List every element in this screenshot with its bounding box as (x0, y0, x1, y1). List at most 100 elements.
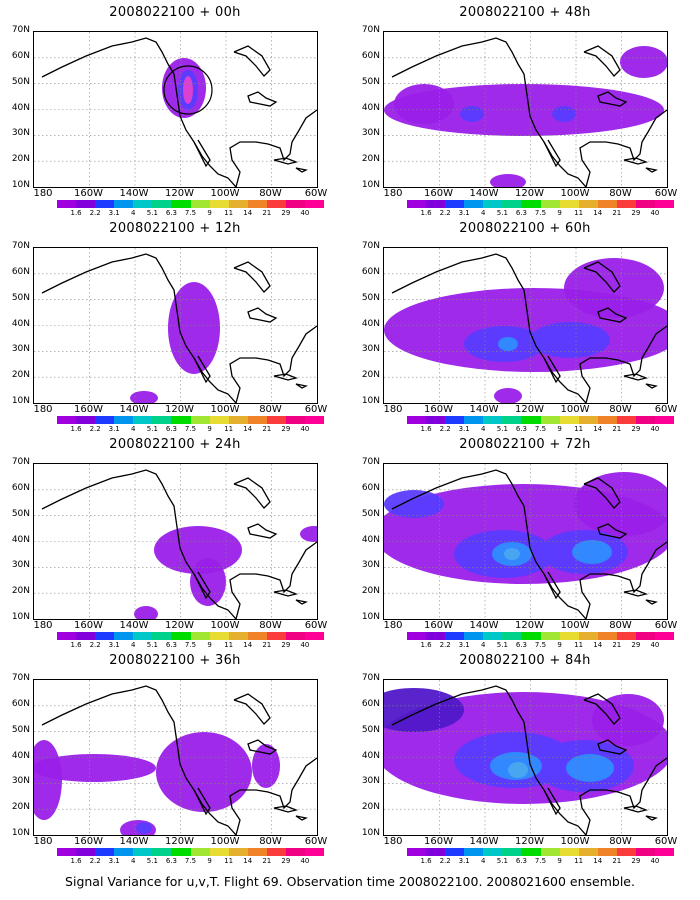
coastline (233, 261, 271, 293)
colorbar-swatch (247, 632, 267, 640)
colorbar-swatch (597, 416, 617, 424)
latitude-label: 60N (361, 266, 380, 277)
colorbar-swatch (616, 200, 636, 208)
colorbar-label: 40 (300, 209, 310, 217)
colorbar-label: 21 (262, 857, 272, 865)
map-panel: 2008022100 + 00h 70N 60N 50N 40N 30N 20N 10N 180… (0, 0, 350, 217)
coastline (229, 757, 317, 835)
coastline (543, 571, 561, 600)
colorbar-label: 11 (574, 209, 584, 217)
coastline (391, 685, 587, 835)
colorbar-swatch (95, 416, 115, 424)
colorbar-swatch (521, 416, 541, 424)
latitude-label: 60N (11, 266, 30, 277)
colorbar-label: 3.1 (458, 641, 470, 649)
colorbar-label: 14 (593, 641, 603, 649)
latitude-label: 70N (11, 673, 30, 683)
colorbar-swatch (521, 200, 541, 208)
variance-contour (620, 46, 667, 78)
longitude-label: 160W (74, 404, 103, 415)
colorbar-label: 5.1 (146, 209, 158, 217)
latitude-label: 20N (11, 370, 30, 381)
variance-contour (34, 754, 156, 782)
variance-map (384, 32, 667, 187)
colorbar-swatch (133, 632, 153, 640)
colorbar-swatch (152, 416, 172, 424)
coastline (623, 805, 658, 821)
colorbar-swatch (540, 848, 560, 856)
variance-contour (300, 526, 317, 542)
latitude-label: 20N (361, 154, 380, 165)
colorbar-swatch (445, 416, 465, 424)
colorbar-label: 21 (612, 857, 622, 865)
colorbar-swatch (114, 632, 134, 640)
coastline (623, 373, 658, 389)
colorbar-swatch (114, 200, 134, 208)
latitude-label: 40N (361, 102, 380, 113)
colorbar-label: 1.6 (420, 209, 432, 217)
variance-map (34, 32, 317, 187)
colorbar-label: 14 (243, 641, 253, 649)
colorbar-label: 21 (612, 425, 622, 433)
colorbar-swatch (228, 848, 248, 856)
colorbar-swatch (266, 848, 286, 856)
colorbar-label: 6.3 (165, 209, 177, 217)
latitude-label: 60N (11, 482, 30, 493)
longitude-label: 60W (654, 404, 678, 415)
longitude-label: 100W (560, 404, 590, 415)
colorbar-swatch (616, 848, 636, 856)
longitude-label: 60W (654, 188, 678, 199)
colorbar-label: 40 (300, 641, 310, 649)
colorbar-label: 5.1 (146, 425, 158, 433)
coastline (193, 787, 211, 816)
colorbar-swatch (407, 632, 427, 640)
colorbar-swatch (426, 632, 446, 640)
longitude-label: 60W (654, 836, 678, 847)
colorbar-label: 11 (224, 209, 234, 217)
variance-map (384, 680, 667, 835)
colorbar-swatch (655, 200, 675, 208)
longitude-label: 160W (424, 188, 453, 199)
latitude-label: 50N (11, 76, 30, 87)
colorbar-swatch (597, 200, 617, 208)
map-panel: 2008022100 + 48h 70N 60N 50N 40N 30N 20N 10N 180… (350, 0, 700, 217)
latitude-label: 40N (361, 318, 380, 329)
latitude-label: 70N (361, 241, 380, 251)
variance-contour (156, 732, 252, 812)
colorbar-swatch (635, 848, 656, 856)
coastline (247, 739, 278, 755)
colorbar-label: 14 (593, 857, 603, 865)
panel-title: 2008022100 + 12h (109, 221, 241, 236)
variance-contour (394, 84, 454, 124)
colorbar-label: 11 (224, 641, 234, 649)
colorbar-swatch (635, 416, 656, 424)
colorbar-swatch (305, 200, 325, 208)
colorbar-swatch (540, 416, 560, 424)
colorbar-swatch (502, 632, 522, 640)
colorbar-label: 5.1 (496, 857, 508, 865)
coastline (579, 757, 667, 835)
latitude-label: 60N (361, 50, 380, 61)
colorbar-swatch (209, 416, 229, 424)
coastline (273, 589, 308, 605)
colorbar-swatch (559, 632, 579, 640)
longitude-label: 140W (119, 620, 149, 631)
colorbar-label: 40 (300, 425, 310, 433)
variance-contour (252, 744, 280, 788)
latitude-label: 10N (361, 396, 380, 406)
variance-map (34, 248, 317, 403)
coastline (623, 157, 658, 173)
coastline (233, 477, 271, 509)
colorbar-swatch (209, 848, 229, 856)
colorbar-swatch (426, 200, 446, 208)
coastline (543, 139, 561, 168)
colorbar-swatch (305, 416, 325, 424)
colorbar (407, 416, 675, 424)
colorbar-swatch (540, 632, 560, 640)
longitude-label: 100W (560, 836, 590, 847)
colorbar-swatch (190, 200, 210, 208)
colorbar-swatch (171, 416, 191, 424)
colorbar-label: 14 (243, 857, 253, 865)
longitude-label: 180 (33, 620, 53, 631)
colorbar-swatch (95, 632, 115, 640)
